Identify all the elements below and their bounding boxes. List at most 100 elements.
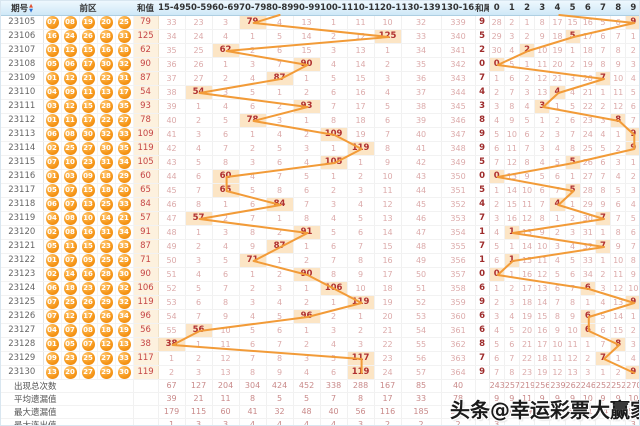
sum-hit-cell: 119 xyxy=(347,141,375,156)
lottery-ball: 01 xyxy=(45,253,59,266)
miss-count-cell: 9 xyxy=(374,155,402,170)
digit-miss-cell: 15 xyxy=(534,308,551,324)
summary-value-cell: 7 xyxy=(320,392,348,406)
digit-miss-cell: 5 xyxy=(625,85,639,100)
issue-cell: 23118 xyxy=(1,197,44,212)
miss-count-cell: 1 xyxy=(185,98,213,114)
digit-miss-cell: 2 xyxy=(610,141,627,156)
digit-miss-cell: 19 xyxy=(549,43,566,58)
lottery-ball: 26 xyxy=(81,295,95,308)
sum-hit-cell: 90 xyxy=(293,267,321,282)
miss-count-cell: 1 xyxy=(185,225,213,240)
ball-cell: 25 xyxy=(79,351,98,366)
lottery-ball: 15 xyxy=(81,100,95,112)
digit-miss-cell: 13 xyxy=(519,225,536,240)
miss-count-cell: 12 xyxy=(212,351,240,366)
digit-miss-cell: 4 xyxy=(625,351,639,366)
tail-value-cell: 5 xyxy=(474,28,490,44)
ball-cell: 04 xyxy=(43,211,62,226)
miss-count-cell: 3 xyxy=(347,183,375,198)
sum-value-cell: 57 xyxy=(132,211,159,226)
ball-cell: 30 xyxy=(79,127,98,142)
digit-miss-cell: 15 xyxy=(610,323,627,338)
watermark: 头条@幸运彩票大赢家 xyxy=(450,398,640,422)
issue-cell: 23110 xyxy=(1,85,44,100)
digit-miss-cell: 1 xyxy=(519,57,536,72)
ball-cell: 15 xyxy=(79,238,98,254)
miss-count-cell: 6 xyxy=(239,197,267,212)
digit-miss-cell: 6 xyxy=(625,98,639,114)
summary-value-cell: 219 xyxy=(519,378,536,393)
column-header-front-zone: 前区 xyxy=(43,1,134,16)
miss-count-cell: 344 xyxy=(441,85,476,100)
column-header-issue[interactable]: 期号 ▲ ▼ xyxy=(1,1,43,16)
miss-count-cell: 345 xyxy=(441,98,476,114)
digit-miss-cell: 6 xyxy=(519,127,536,142)
ball-cell: 18 xyxy=(97,168,116,184)
miss-count-cell: 56 xyxy=(401,351,442,366)
miss-count-cell: 2 xyxy=(266,267,294,282)
digit-miss-cell: 1 xyxy=(580,295,596,310)
summary-value-cell: 85 xyxy=(401,378,442,393)
digit-miss-cell: 5 xyxy=(595,308,612,324)
lottery-ball: 29 xyxy=(117,170,131,182)
table-row: 23114 02 25 27 30 35 119 42 4 7 2 5 3 1 119 8 41 348 9 6 11 7… xyxy=(1,141,639,156)
digit-miss-cell: 5 xyxy=(565,253,581,268)
lottery-ball: 14 xyxy=(63,267,77,280)
miss-count-cell: 6 xyxy=(266,323,294,338)
sort-icon[interactable]: ▲ ▼ xyxy=(29,3,33,14)
ball-cell: 04 xyxy=(43,85,62,100)
digit-miss-cell: 3 xyxy=(565,71,581,86)
digit-miss-cell: 7 xyxy=(519,141,536,156)
ball-cell: 11 xyxy=(79,85,98,100)
digit-hit-cell: 9 xyxy=(625,15,639,30)
miss-count-cell: 1 xyxy=(347,155,375,170)
miss-count-cell: 44 xyxy=(401,183,442,198)
miss-count-cell: 7 xyxy=(266,57,294,72)
ball-cell: 21 xyxy=(79,71,98,86)
digit-miss-cell: 5 xyxy=(534,168,551,184)
digit-miss-cell: 18 xyxy=(549,28,566,44)
issue-cell: 23120 xyxy=(1,225,44,240)
miss-count-cell: 1 xyxy=(266,253,294,268)
summary-value-cell: 54 xyxy=(595,405,612,419)
lottery-ball: 06 xyxy=(45,127,59,140)
digit-miss-cell: 10 xyxy=(549,337,566,352)
miss-count-cell: 343 xyxy=(441,71,476,86)
digit-miss-cell: 6 xyxy=(489,253,505,268)
miss-count-cell: 6 xyxy=(320,238,348,254)
summary-value-cell: 52 xyxy=(504,405,520,419)
digit-miss-cell: 18 xyxy=(519,295,536,310)
ball-cell: 07 xyxy=(61,253,80,268)
summary-value-cell: 256 xyxy=(534,378,551,393)
digit-miss-cell: 4 xyxy=(489,225,505,240)
ball-cell: 21 xyxy=(115,211,134,226)
issue-cell: 23113 xyxy=(1,127,44,142)
digit-miss-cell: 1 xyxy=(595,85,612,100)
miss-count-cell: 3 xyxy=(212,225,240,240)
column-header-range-9: 130-139 xyxy=(401,1,442,16)
digit-miss-cell: 8 xyxy=(519,155,536,170)
miss-count-cell: 9 xyxy=(266,365,294,380)
lottery-ball: 27 xyxy=(99,281,113,294)
lottery-ball: 18 xyxy=(99,170,113,182)
ball-cell: 03 xyxy=(43,98,62,114)
ball-cell: 07 xyxy=(43,15,62,30)
miss-count-cell: 5 xyxy=(374,98,402,114)
digit-miss-cell: 5 xyxy=(565,98,581,114)
miss-count-cell: 2 xyxy=(212,211,240,226)
ball-cell: 16 xyxy=(43,28,62,44)
lottery-ball: 10 xyxy=(81,211,95,224)
miss-count-cell: 2 xyxy=(320,308,348,324)
sum-value-cell: 96 xyxy=(132,308,159,324)
table-row: 23106 16 24 26 28 31 125 34 24 4 1 5 14 2 12 125 33 340 5 2… xyxy=(1,28,639,44)
summary-value-cell: 4 xyxy=(320,418,348,425)
miss-count-cell: 6 xyxy=(320,365,348,380)
lottery-ball: 07 xyxy=(81,337,95,350)
miss-count-cell: 5 xyxy=(185,155,213,170)
lottery-ball: 02 xyxy=(45,267,59,280)
digit-miss-cell: 6 xyxy=(534,183,551,198)
lottery-ball: 07 xyxy=(63,183,77,196)
digit-miss-cell: 21 xyxy=(549,71,566,86)
column-header-range-7: 110-119 xyxy=(347,1,375,16)
